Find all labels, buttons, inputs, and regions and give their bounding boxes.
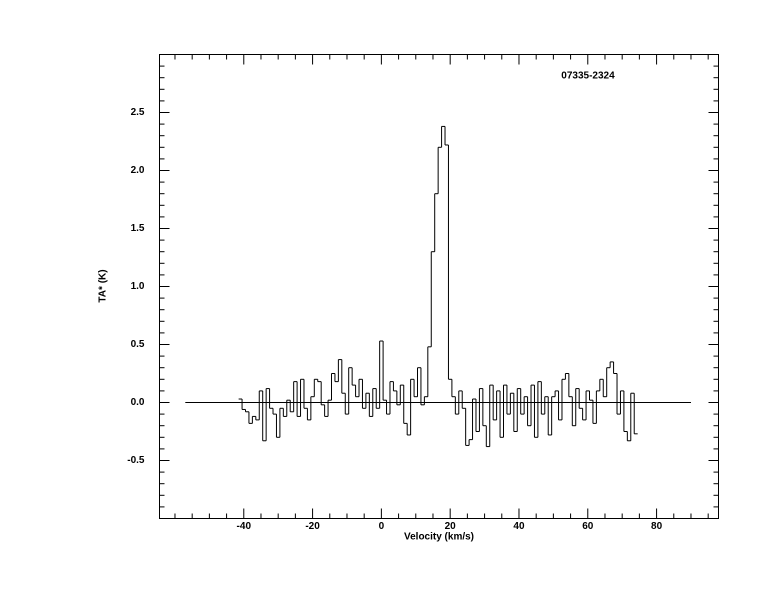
x-tick-label: 0 <box>379 521 385 532</box>
y-tick-label: 0.0 <box>131 397 145 408</box>
x-tick-label: -40 <box>237 521 252 532</box>
y-tick-label: 2.5 <box>131 107 145 118</box>
x-tick-label: -20 <box>305 521 320 532</box>
y-axis-label: TA* (K) <box>98 269 109 302</box>
y-tick-label: 0.5 <box>131 339 145 350</box>
x-axis-label: Velocity (km/s) <box>404 532 474 543</box>
x-tick-label: 40 <box>513 521 525 532</box>
x-tick-label: 60 <box>582 521 594 532</box>
plot-frame <box>159 54 719 519</box>
y-tick-label: 1.0 <box>131 281 145 292</box>
y-tick-label: 2.0 <box>131 165 145 176</box>
chart-title: 07335-2324 <box>561 71 615 82</box>
y-tick-label: -0.5 <box>127 455 145 466</box>
x-tick-label: 80 <box>651 521 663 532</box>
y-tick-label: 1.5 <box>131 223 145 234</box>
x-tick-label: 20 <box>445 521 457 532</box>
